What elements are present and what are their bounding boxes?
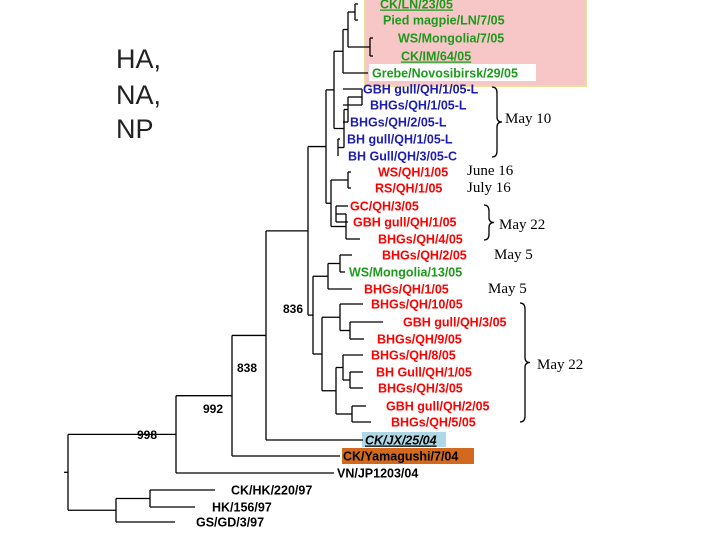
date-annotation: July 16 [467,180,511,196]
leaf-label: GBH gull/QH/3/05 [403,316,507,330]
leaf-label: CK/LN/23/05 [380,0,453,12]
leaf-label: Pied magpie/LN/7/05 [383,14,505,28]
bootstrap-value: 838 [237,361,257,375]
leaf-label: BH Gull/QH/3/05-C [348,150,457,164]
leaf-label: BH gull/QH/1/05-L [347,133,453,147]
date-bracket [483,204,495,241]
leaf-label: GBH gull/QH/1/05-L [363,83,479,97]
leaf-label: GS/GD/3/97 [196,516,264,530]
date-annotation: May 10 [505,111,551,127]
bootstrap-value: 836 [283,302,303,316]
date-bracket [491,86,503,158]
leaf-label: BHGs/QH/8/05 [371,349,456,363]
clade-highlight-box [342,448,474,464]
date-bracket [519,302,531,423]
leaf-label: BHGs/QH/10/05 [371,298,463,312]
date-annotation: May 5 [494,247,533,263]
leaf-label: BHGs/QH/1/05 [364,283,449,297]
title-line-np: NP [116,114,154,144]
date-annotation: May 22 [537,357,583,373]
leaf-label: GBH gull/QH/2/05 [386,400,490,414]
leaf-label: WS/QH/1/05 [378,166,448,180]
title-line-na: NA, [116,80,162,110]
leaf-label: WS/Mongolia/13/05 [349,266,462,280]
leaf-label: RS/QH/1/05 [375,182,442,196]
leaf-label: BH Gull/QH/1/05 [376,366,472,380]
leaf-label: VN/JP1203/04 [337,467,418,481]
date-annotation: June 16 [467,163,514,179]
leaf-label: BHGs/QH/1/05-L [370,99,467,113]
date-annotation: May 22 [499,217,545,233]
leaf-label: WS/Mongolia/7/05 [398,32,504,46]
clade-highlight-box [362,432,446,447]
leaf-label: GC/QH/3/05 [350,200,419,214]
leaf-label: CK/Yamagushi/7/04 [343,450,458,464]
bootstrap-value: 992 [203,402,223,416]
bootstrap-value: 998 [137,428,157,442]
date-annotation: May 5 [488,281,527,297]
leaf-label: Grebe/Novosibirsk/29/05 [372,67,518,81]
leaf-label: GBH gull/QH/1/05 [353,216,457,230]
leaf-label: BHGs/QH/3/05 [378,382,463,396]
leaf-label: BHGs/QH/2/05-L [350,116,447,130]
leaf-label: CK/HK/220/97 [231,484,312,498]
leaf-label: HK/156/97 [212,501,272,515]
leaf-label: CK/JX/25/04 [365,434,437,448]
title-line-ha: HA, [116,44,162,74]
leaf-label: BHGs/QH/9/05 [377,333,462,347]
leaf-label: CK/IM/64/05 [401,50,471,64]
leaf-label: BHGs/QH/5/05 [391,416,476,430]
leaf-label-background [369,64,536,81]
leaf-label: BHGs/QH/2/05 [382,249,467,263]
leaf-label: BHGs/QH/4/05 [378,233,463,247]
